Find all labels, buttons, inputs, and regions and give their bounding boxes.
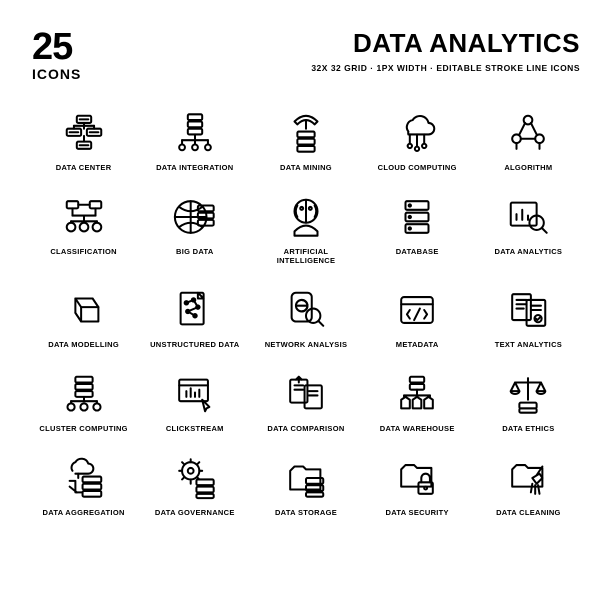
icon-cell: ALGORITHM xyxy=(477,110,580,172)
icon-count: 25 xyxy=(32,28,81,66)
artificial-intelligence-icon xyxy=(283,194,329,240)
icon-label: DATABASE xyxy=(396,248,439,256)
icon-label: TEXT ANALYTICS xyxy=(495,341,562,349)
cloud-computing-icon xyxy=(394,110,440,156)
icon-label: DATA WAREHOUSE xyxy=(380,425,455,433)
icon-label: DATA CLEANING xyxy=(496,509,561,517)
title-block: DATA ANALYTICS 32X 32 GRID · 1PX WIDTH ·… xyxy=(311,28,580,73)
icon-grid: DATA CENTER DATA INTEGRATION DATA MINING… xyxy=(32,110,580,518)
data-warehouse-icon xyxy=(394,371,440,417)
classification-icon xyxy=(61,194,107,240)
icon-cell: DATA SECURITY xyxy=(366,455,469,517)
icon-label: CLUSTER COMPUTING xyxy=(39,425,127,433)
icon-cell: DATA MINING xyxy=(254,110,357,172)
icon-cell: CLUSTER COMPUTING xyxy=(32,371,135,433)
algorithm-icon xyxy=(505,110,551,156)
icon-label: DATA SECURITY xyxy=(386,509,449,517)
icon-label: DATA AGGREGATION xyxy=(43,509,125,517)
icon-label: DATA MINING xyxy=(280,164,332,172)
icon-cell: DATA STORAGE xyxy=(254,455,357,517)
icon-label: CLOUD COMPUTING xyxy=(378,164,457,172)
data-security-icon xyxy=(394,455,440,501)
set-subtitle: 32X 32 GRID · 1PX WIDTH · EDITABLE STROK… xyxy=(311,63,580,73)
icon-label: METADATA xyxy=(396,341,439,349)
icon-label: DATA MODELLING xyxy=(48,341,119,349)
data-governance-icon xyxy=(172,455,218,501)
icon-label: ARTIFICIAL INTELLIGENCE xyxy=(254,248,357,265)
clickstream-icon xyxy=(172,371,218,417)
icon-cell: DATA CENTER xyxy=(32,110,135,172)
data-mining-icon xyxy=(283,110,329,156)
icon-cell: DATABASE xyxy=(366,194,469,265)
icon-cell: TEXT ANALYTICS xyxy=(477,287,580,349)
icon-cell: BIG DATA xyxy=(143,194,246,265)
icon-cell: CLICKSTREAM xyxy=(143,371,246,433)
icon-label: DATA GOVERNANCE xyxy=(155,509,235,517)
icon-cell: NETWORK ANALYSIS xyxy=(254,287,357,349)
icon-cell: CLOUD COMPUTING xyxy=(366,110,469,172)
data-aggregation-icon xyxy=(61,455,107,501)
icon-cell: DATA AGGREGATION xyxy=(32,455,135,517)
count-block: 25 ICONS xyxy=(32,28,81,82)
big-data-icon xyxy=(172,194,218,240)
icon-label: DATA ETHICS xyxy=(502,425,554,433)
icon-cell: DATA INTEGRATION xyxy=(143,110,246,172)
icon-cell: DATA ETHICS xyxy=(477,371,580,433)
icon-label: ALGORITHM xyxy=(504,164,552,172)
icon-cell: DATA COMPARISON xyxy=(254,371,357,433)
data-analytics-icon xyxy=(505,194,551,240)
icon-cell: METADATA xyxy=(366,287,469,349)
icon-label: DATA CENTER xyxy=(56,164,112,172)
data-modelling-icon xyxy=(61,287,107,333)
data-integration-icon xyxy=(172,110,218,156)
icon-label: CLICKSTREAM xyxy=(166,425,224,433)
text-analytics-icon xyxy=(505,287,551,333)
icon-label: DATA ANALYTICS xyxy=(495,248,563,256)
header: 25 ICONS DATA ANALYTICS 32X 32 GRID · 1P… xyxy=(32,28,580,82)
icon-count-label: ICONS xyxy=(32,66,81,82)
metadata-icon xyxy=(394,287,440,333)
network-analysis-icon xyxy=(283,287,329,333)
icon-cell: DATA WAREHOUSE xyxy=(366,371,469,433)
icon-cell: DATA CLEANING xyxy=(477,455,580,517)
data-storage-icon xyxy=(283,455,329,501)
icon-label: CLASSIFICATION xyxy=(50,248,117,256)
icon-cell: DATA GOVERNANCE xyxy=(143,455,246,517)
icon-label: DATA INTEGRATION xyxy=(156,164,233,172)
set-title: DATA ANALYTICS xyxy=(311,28,580,59)
icon-label: DATA STORAGE xyxy=(275,509,337,517)
icon-label: NETWORK ANALYSIS xyxy=(265,341,348,349)
unstructured-data-icon xyxy=(172,287,218,333)
data-center-icon xyxy=(61,110,107,156)
icon-cell: DATA ANALYTICS xyxy=(477,194,580,265)
icon-label: BIG DATA xyxy=(176,248,214,256)
icon-cell: UNSTRUCTURED DATA xyxy=(143,287,246,349)
icon-cell: CLASSIFICATION xyxy=(32,194,135,265)
cluster-computing-icon xyxy=(61,371,107,417)
icon-cell: ARTIFICIAL INTELLIGENCE xyxy=(254,194,357,265)
icon-label: UNSTRUCTURED DATA xyxy=(150,341,239,349)
data-ethics-icon xyxy=(505,371,551,417)
icon-label: DATA COMPARISON xyxy=(267,425,344,433)
data-cleaning-icon xyxy=(505,455,551,501)
data-comparison-icon xyxy=(283,371,329,417)
icon-cell: DATA MODELLING xyxy=(32,287,135,349)
database-icon xyxy=(394,194,440,240)
